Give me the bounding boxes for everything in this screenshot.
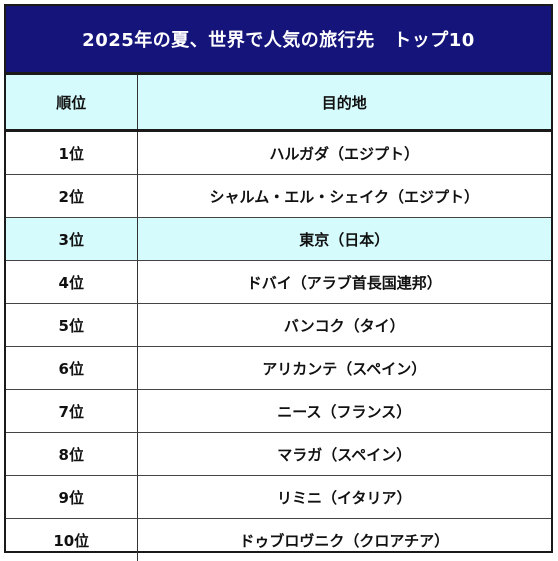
rank-cell: 4位 xyxy=(6,261,137,304)
destination-cell: ドゥブロヴニク（クロアチア） xyxy=(137,519,551,561)
destination-cell: シャルム・エル・シェイク（エジプト） xyxy=(137,175,551,218)
header-rank: 順位 xyxy=(6,74,137,131)
destination-cell: アリカンテ（スペイン） xyxy=(137,347,551,390)
rank-cell: 2位 xyxy=(6,175,137,218)
rank-cell: 5位 xyxy=(6,304,137,347)
table-header: 順位 目的地 xyxy=(6,74,551,131)
rank-cell: 1位 xyxy=(6,131,137,175)
destination-cell: リミニ（イタリア） xyxy=(137,476,551,519)
table-row: 9位リミニ（イタリア） xyxy=(6,476,551,519)
table-row: 10位ドゥブロヴニク（クロアチア） xyxy=(6,519,551,561)
table-row: 8位マラガ（スペイン） xyxy=(6,433,551,476)
destination-cell: マラガ（スペイン） xyxy=(137,433,551,476)
header-destination: 目的地 xyxy=(137,74,551,131)
destination-cell: 東京（日本） xyxy=(137,218,551,261)
rank-cell: 7位 xyxy=(6,390,137,433)
table-row: 6位アリカンテ（スペイン） xyxy=(6,347,551,390)
ranking-table: 順位 目的地 1位ハルガダ（エジプト） 2位シャルム・エル・シェイク（エジプト）… xyxy=(6,72,551,561)
rank-cell: 10位 xyxy=(6,519,137,561)
destination-cell: ニース（フランス） xyxy=(137,390,551,433)
destination-cell: ハルガダ（エジプト） xyxy=(137,131,551,175)
table-body: 1位ハルガダ（エジプト） 2位シャルム・エル・シェイク（エジプト） 3位東京（日… xyxy=(6,131,551,561)
destination-cell: バンコク（タイ） xyxy=(137,304,551,347)
table-row: 7位ニース（フランス） xyxy=(6,390,551,433)
rank-cell: 6位 xyxy=(6,347,137,390)
table-title: 2025年の夏、世界で人気の旅行先 トップ10 xyxy=(6,6,551,72)
rank-cell: 9位 xyxy=(6,476,137,519)
rank-cell: 3位 xyxy=(6,218,137,261)
table-row-highlighted: 3位東京（日本） xyxy=(6,218,551,261)
header-row: 順位 目的地 xyxy=(6,74,551,131)
destination-cell: ドバイ（アラブ首長国連邦） xyxy=(137,261,551,304)
ranking-table-frame: 2025年の夏、世界で人気の旅行先 トップ10 順位 目的地 1位ハルガダ（エジ… xyxy=(4,4,553,553)
table-row: 4位ドバイ（アラブ首長国連邦） xyxy=(6,261,551,304)
rank-cell: 8位 xyxy=(6,433,137,476)
table-row: 2位シャルム・エル・シェイク（エジプト） xyxy=(6,175,551,218)
table-row: 1位ハルガダ（エジプト） xyxy=(6,131,551,175)
table-row: 5位バンコク（タイ） xyxy=(6,304,551,347)
